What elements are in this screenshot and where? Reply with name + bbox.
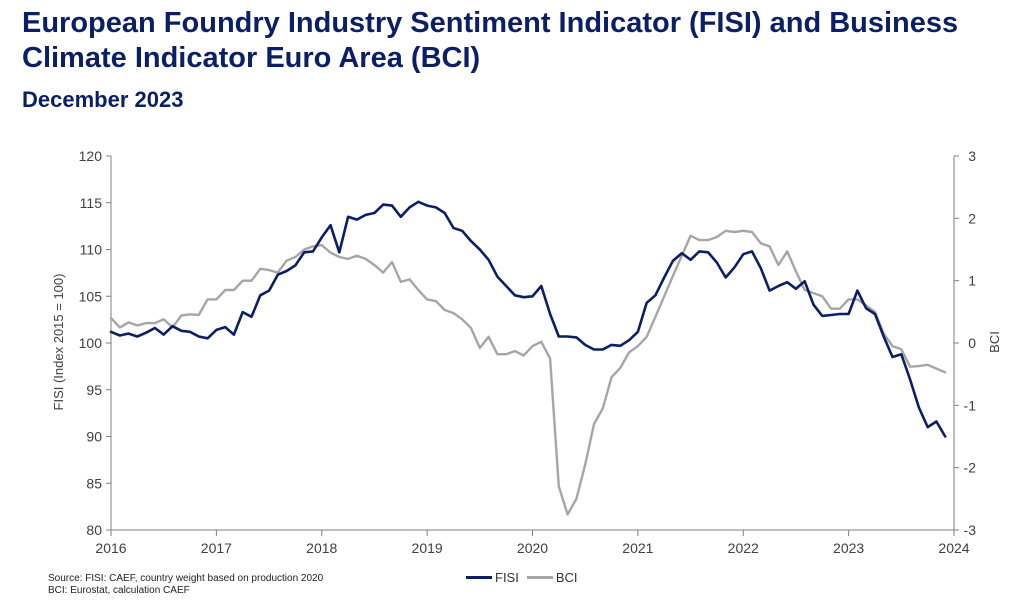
legend-swatch-fisi [466,576,492,579]
x-tick-label: 2017 [201,540,232,556]
y-tick-label-left: 90 [86,429,102,445]
legend-item-fisi: FISI [466,570,519,585]
y-tick-label-right: -1 [964,397,977,413]
y-tick-label-left: 85 [86,475,102,491]
series-lines [109,200,947,516]
legend: FISI BCI [466,570,578,585]
y-tick-label-left: 120 [79,148,103,164]
y-tick-label-right: -2 [964,460,977,476]
x-tick-label: 2020 [517,540,548,556]
y-tick-label-left: 115 [80,195,103,211]
x-tick-label: 2022 [728,540,759,556]
y-tick-label-right: 1 [968,273,976,289]
legend-label-fisi: FISI [495,570,519,585]
x-tick-label: 2021 [622,540,653,556]
tick-labels: 80 85 90 95 100 105 110 115 120 -3 -2 -1 0 1 2 3 2016 201… [79,148,977,556]
y-tick-label-left: 80 [86,522,102,538]
y-tick-label-right: 2 [968,210,976,226]
source-footnote: Source: FISI: CAEF, country weight based… [48,573,323,597]
x-tick-label: 2019 [412,540,443,556]
x-tick-label: 2024 [938,540,969,556]
chart-title: European Foundry Industry Sentiment Indi… [22,7,959,74]
series-line-bci [109,229,947,516]
x-tick-label: 2018 [306,540,337,556]
legend-item-bci: BCI [526,570,578,585]
chart-subtitle: December 2023 [22,87,184,112]
chart-axes [106,155,959,536]
y-axis-label-right: BCI [987,331,1002,353]
legend-label-bci: BCI [555,570,578,585]
y-tick-label-left: 110 [80,242,103,258]
source-line-1: Source: FISI: CAEF, country weight based… [48,573,324,584]
y-tick-label-left: 100 [79,335,103,351]
legend-swatch-bci [526,576,553,579]
y-tick-label-left: 105 [79,288,103,304]
y-tick-label-right: 3 [968,148,976,164]
y-axis-label-left: FISI (Index 2015 = 100) [51,274,66,411]
x-tick-label: 2023 [833,540,864,556]
source-line-2: BCI: Eurostat, calculation CAEF [48,585,190,596]
x-tick-label: 2016 [95,540,126,556]
y-tick-label-right: -3 [964,522,977,538]
series-line-fisi [109,200,947,438]
y-tick-label-right: 0 [968,335,976,351]
y-tick-label-left: 95 [86,382,102,398]
